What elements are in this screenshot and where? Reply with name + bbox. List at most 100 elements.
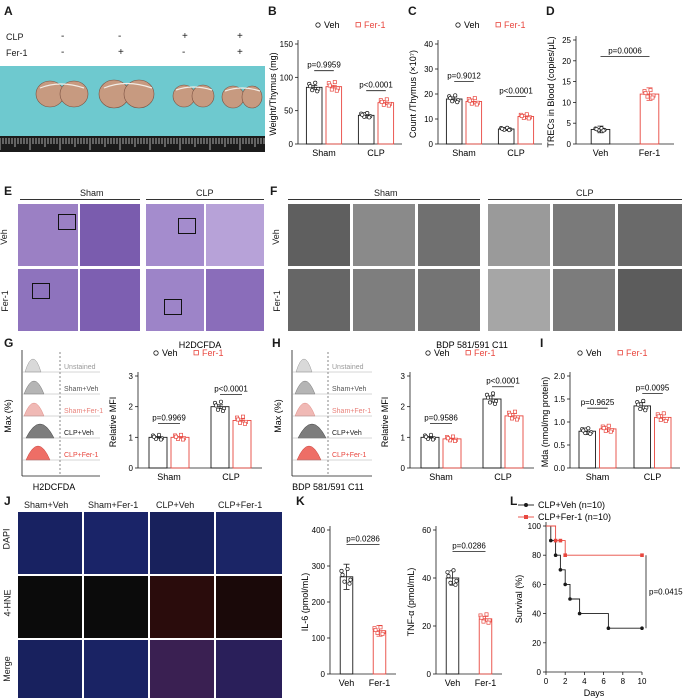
survival-point	[553, 553, 558, 557]
data-point	[220, 408, 226, 414]
legend-label-fer1: Fer-1	[504, 20, 526, 30]
data-point	[151, 434, 157, 439]
bar	[305, 86, 323, 145]
panel-letter-k: K	[296, 494, 305, 508]
p-value-label: p<0.0001	[486, 377, 520, 386]
data-point	[340, 572, 345, 577]
y-tick-label: 0	[429, 140, 434, 149]
legend-label-veh: Veh	[464, 20, 480, 30]
data-point	[174, 434, 178, 439]
x-tick-label: 6	[601, 677, 606, 686]
data-point	[601, 426, 606, 431]
y-tick-label: 40	[424, 40, 433, 49]
bar	[325, 86, 343, 145]
chart-i: 0.0 0.5 1.0 1.5 2.0 Mda (nmol/mg protein) Sham…	[540, 348, 680, 482]
data-point	[490, 391, 496, 396]
data-point	[453, 93, 458, 98]
if-image-dapi-clp-veh	[150, 512, 214, 574]
panel-e: Sham CLP Veh Fer-1	[0, 184, 266, 334]
y-tick-label: 100	[528, 522, 542, 531]
data-point	[450, 99, 455, 104]
he-col-clp: CLP	[196, 188, 214, 198]
data-point	[381, 102, 386, 107]
bar	[372, 630, 387, 675]
survival-point	[606, 626, 611, 630]
bar	[482, 398, 502, 469]
legend-marker	[524, 503, 528, 507]
em-image-clp-fer1-1	[488, 269, 550, 331]
data-point	[347, 581, 352, 586]
histogram-h: Max (%) Unstained Sham+Veh Sham+Fer-1 CL…	[273, 350, 372, 492]
data-point	[365, 110, 370, 116]
data-point	[508, 412, 512, 417]
bar	[148, 436, 168, 469]
bar	[497, 128, 515, 145]
p-value-label: p=0.9959	[307, 61, 341, 70]
y-tick-label: 1.5	[554, 395, 566, 404]
x-tick-label: 2	[563, 677, 568, 686]
data-point	[453, 582, 458, 587]
condition-label-fer1: Fer-1	[6, 48, 28, 58]
y-tick-label: 150	[280, 40, 294, 49]
track-label-sham-veh: Sham+Veh	[332, 386, 367, 393]
track-label-unstained: Unstained	[332, 364, 364, 371]
data-point	[467, 98, 472, 103]
he-image-clp-veh-high	[206, 204, 264, 266]
if-col-sham-veh: Sham+Veh	[24, 500, 69, 510]
track-label-clp-veh: CLP+Veh	[332, 430, 362, 437]
chart-c: 0 10 20 30 40 Count /Thymus (×10⁷) Sham CLP p=0.…	[408, 20, 542, 158]
if-col-clp-veh: CLP+Veh	[156, 500, 195, 510]
p-value-label: p=0.0006	[608, 47, 642, 56]
survival-point	[563, 582, 567, 587]
data-point	[455, 100, 460, 105]
data-point	[367, 115, 372, 120]
survival-point	[640, 626, 644, 630]
panel-a: CLP Fer-1 - - + + - + - +	[0, 0, 265, 180]
track-label-sham-veh: Sham+Veh	[64, 386, 99, 393]
data-point	[641, 398, 646, 403]
legend-label-veh: Veh	[162, 348, 178, 358]
bar	[517, 116, 535, 145]
y-tick-label: 30	[424, 65, 433, 74]
y-tick-label: 300	[312, 562, 326, 571]
y-tick-label: 50	[284, 107, 293, 116]
x-axis-label: Days	[584, 688, 605, 698]
panel-f: Sham CLP Veh Fer-1	[270, 184, 685, 334]
data-point	[156, 432, 162, 437]
y-tick-label: 5	[567, 119, 572, 128]
data-point	[658, 417, 663, 422]
y-axis-label: Count /Thymus (×10⁷)	[408, 50, 418, 138]
data-point	[428, 432, 434, 437]
survival-point	[563, 553, 567, 557]
survival-point	[568, 597, 572, 601]
y-tick-label: 0.5	[554, 441, 566, 450]
y-tick-label: 20	[424, 90, 433, 99]
data-point	[636, 402, 641, 407]
y-axis-label: Relative MFI	[380, 397, 390, 448]
y-tick-label: 20	[422, 622, 431, 631]
legend-label-fer1: Fer-1	[364, 20, 386, 30]
chart-k-il6: 0 100 200 300 400 IL-6 (pmol/mL) Veh Fer-1 p=0.0…	[300, 526, 396, 688]
if-image-merge-clp-veh	[150, 640, 214, 698]
bar	[442, 438, 462, 469]
y-tick-label: 100	[312, 634, 326, 643]
data-point	[586, 426, 591, 431]
track-label-sham-fer1: Sham+Fer-1	[64, 408, 103, 415]
data-point	[487, 400, 493, 405]
x-tick-label: 4	[582, 677, 587, 686]
data-point	[379, 99, 384, 104]
data-point	[378, 625, 383, 630]
data-point	[469, 101, 474, 106]
data-point	[386, 103, 391, 108]
he-row-veh: Veh	[0, 229, 9, 245]
legend-marker-veh	[577, 350, 583, 356]
data-point	[451, 568, 456, 573]
data-point	[448, 438, 452, 443]
chart-g: H2DCFDA 0 1 2 3 Relative MFI Sham CLP p=0.9969 p<…	[108, 340, 262, 482]
data-point	[608, 429, 613, 434]
p-value-label: p=0.0286	[452, 542, 486, 551]
data-point	[661, 411, 666, 416]
panel-letter-g: G	[4, 336, 14, 350]
data-point	[308, 84, 313, 89]
